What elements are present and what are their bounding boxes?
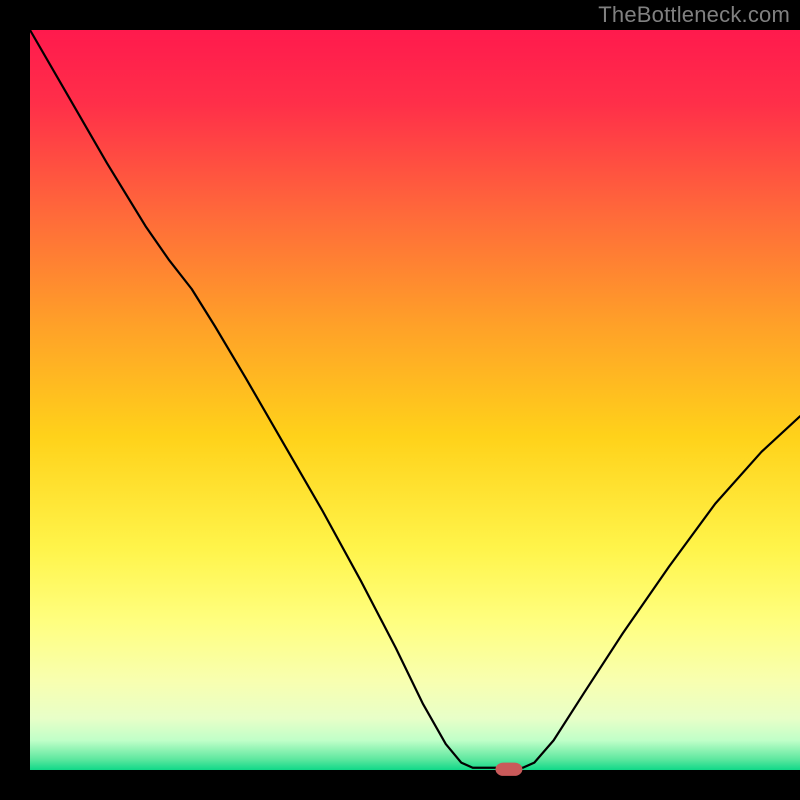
watermark-label: TheBottleneck.com [598, 2, 790, 28]
current-config-marker [495, 763, 522, 776]
chart-container: TheBottleneck.com [0, 0, 800, 800]
bottleneck-chart [0, 0, 800, 800]
chart-gradient-background [30, 30, 800, 770]
